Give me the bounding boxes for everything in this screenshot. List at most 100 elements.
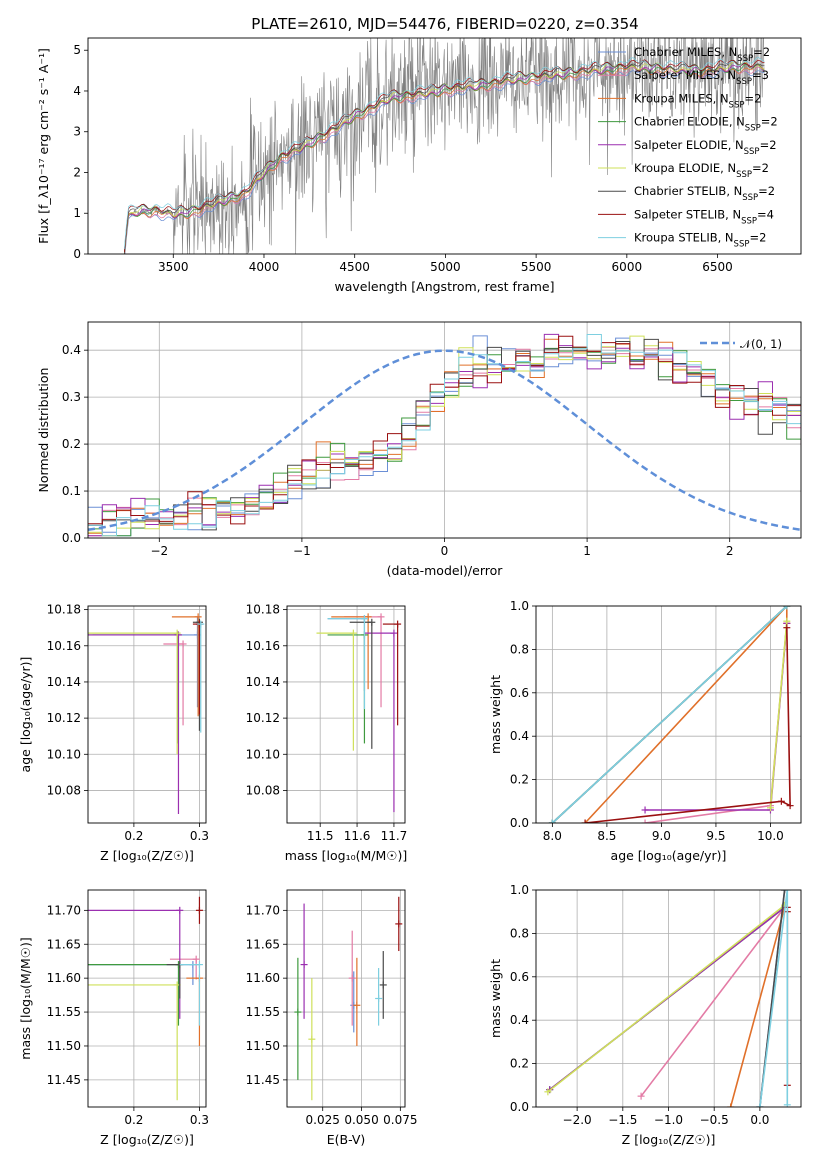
point-salpeter-miles <box>348 930 356 1026</box>
series-kroupa-miles <box>581 606 791 823</box>
y-tick-label: 10.08 <box>246 783 280 797</box>
series-kroupa-elodie <box>544 901 789 1096</box>
y-tick-label: 0.4 <box>510 729 529 743</box>
x-axis-label: Z [log₁₀(Z/Z☉)] <box>622 1132 716 1147</box>
point-kroupa-elodie <box>88 981 181 1101</box>
y-tick-label: 10.14 <box>47 675 81 689</box>
point-salpeter-elodie <box>364 629 398 813</box>
y-tick-label: 0.2 <box>510 1057 529 1071</box>
series-line <box>729 907 786 1107</box>
x-tick-label: −1 <box>293 544 311 558</box>
y-tick-label: 0.2 <box>62 437 81 451</box>
y-tick-label: 11.55 <box>246 1005 280 1019</box>
y-tick-label: 2 <box>73 165 81 179</box>
plot-area <box>316 613 402 813</box>
series-line <box>585 627 791 823</box>
x-tick-label: 11.6 <box>344 829 371 843</box>
model-kroupa-miles <box>124 64 765 254</box>
point-kroupa-elodie <box>88 629 181 755</box>
y-tick-label: 10.14 <box>246 675 280 689</box>
x-tick-label: −2 <box>150 544 168 558</box>
y-tick-label: 1.0 <box>510 883 529 897</box>
y-tick-label: 11.60 <box>47 971 81 985</box>
series-salpeter-stelib <box>581 624 794 823</box>
plot-area <box>548 606 794 823</box>
plot-area <box>294 896 403 1101</box>
histogram-chabrier-stelib <box>88 338 801 531</box>
x-tick-label: 6500 <box>702 260 733 274</box>
y-tick-label: 10.16 <box>47 639 81 653</box>
panel-weight-vs-age: 8.0 8.5 9.0 9.5 10.0 0.0 0.2 0.4 0.6 0.8 1.0 age [l… <box>488 599 802 863</box>
x-tick-label: 0.025 <box>306 1113 340 1127</box>
point-kroupa-elodie <box>308 978 316 1101</box>
y-tick-label: 11.70 <box>47 903 81 917</box>
point-kroupa-miles <box>353 957 361 1046</box>
point-salpeter-elodie <box>88 631 182 814</box>
y-tick-label: 10.18 <box>246 603 280 617</box>
y-tick-label: 0.0 <box>510 816 529 830</box>
y-tick-label: 0.3 <box>62 390 81 404</box>
y-tick-label: 5 <box>73 43 81 57</box>
chart-panels: 3500 4000 4500 5000 5500 6000 6500 0 1 2 3 4 5 wavele… <box>18 37 802 1147</box>
y-tick-label: 0.8 <box>510 642 529 656</box>
axes-frame <box>286 889 406 1108</box>
axes-frame <box>87 37 802 255</box>
x-axis-label: Z [log₁₀(Z/Z☉)] <box>100 1132 194 1147</box>
y-tick-label: 0.4 <box>62 343 81 357</box>
x-axis-label: age [log₁₀(age/yr)] <box>611 848 727 863</box>
legend-entry: Kroupa ELODIE, NSSP=2 <box>634 161 769 180</box>
x-tick-label: 0.3 <box>190 829 209 843</box>
series-line <box>584 606 788 823</box>
point-kroupa-miles <box>171 613 202 717</box>
point-chabrier-miles <box>327 615 368 691</box>
panel-weight-vs-z: −2.0 −1.5 −1.0 −0.5 0.0 0.0 0.2 0.4 0.6 0.8 1.0 Z [… <box>488 883 802 1147</box>
x-tick-label: 0 <box>441 544 449 558</box>
x-tick-label: 5000 <box>430 260 461 274</box>
x-tick-label: 0.0 <box>750 1113 769 1127</box>
point-salpeter-miles <box>169 955 200 980</box>
y-axis-label: mass [log₁₀(M/M☉)] <box>18 937 33 1059</box>
y-tick-label: 0.0 <box>62 531 81 545</box>
x-tick-label: 10.0 <box>757 829 784 843</box>
x-tick-label: 11.5 <box>307 829 334 843</box>
y-tick-label: 4 <box>73 84 81 98</box>
point-chabrier-stelib <box>349 618 376 749</box>
y-axis-label: mass weight <box>488 675 503 754</box>
panel-mass-vs-ebv: 0.025 0.050 0.075 11.45 11.50 11.55 11.60 11.65… <box>246 889 418 1147</box>
y-tick-label: 0 <box>73 247 81 261</box>
y-tick-label: 11.55 <box>47 1005 81 1019</box>
y-tick-label: 10.10 <box>246 747 280 761</box>
series-kroupa-elodie <box>766 617 791 812</box>
x-tick-label: 4000 <box>249 260 280 274</box>
legend-entry: 𝒩(0, 1) <box>740 337 782 351</box>
model-chabrier-elodie <box>124 63 765 254</box>
x-tick-label: 8.0 <box>543 829 562 843</box>
x-tick-label: 5500 <box>521 260 552 274</box>
panel-residuals: −2 −1 0 1 2 0.0 0.1 0.2 0.3 0.4 (data-model)/error… <box>36 321 802 578</box>
histogram-kroupa-miles <box>88 338 801 537</box>
axes-frame <box>87 605 207 824</box>
plot-area <box>123 38 765 254</box>
x-tick-label: 9.0 <box>652 829 671 843</box>
y-axis-label: Flux [f_λ10⁻¹⁷ erg cm⁻² s⁻¹ A⁻¹] <box>36 48 51 244</box>
y-tick-label: 11.45 <box>47 1073 81 1087</box>
x-axis-label: E(B-V) <box>327 1132 366 1147</box>
x-tick-label: 0.075 <box>383 1113 417 1127</box>
series-line <box>640 906 786 1097</box>
point-chabrier-elodie <box>294 957 302 1080</box>
x-tick-label: 1 <box>583 544 591 558</box>
normal-curve <box>88 349 801 532</box>
series-line <box>759 890 789 1107</box>
axes-frame <box>286 605 406 824</box>
point-kroupa-stelib <box>375 967 383 1026</box>
y-axis-label: age [log₁₀(age/yr)] <box>18 657 33 773</box>
point-kroupa-elodie <box>316 629 357 751</box>
y-tick-label: 10.08 <box>47 783 81 797</box>
y-tick-label: 0.8 <box>510 926 529 940</box>
y-tick-label: 10.10 <box>47 747 81 761</box>
legend-entry: Chabrier STELIB, NSSP=2 <box>634 184 775 203</box>
y-axis-label: Normed distribution <box>36 368 51 493</box>
y-tick-label: 10.12 <box>246 711 280 725</box>
x-tick-label: 0.2 <box>124 829 143 843</box>
